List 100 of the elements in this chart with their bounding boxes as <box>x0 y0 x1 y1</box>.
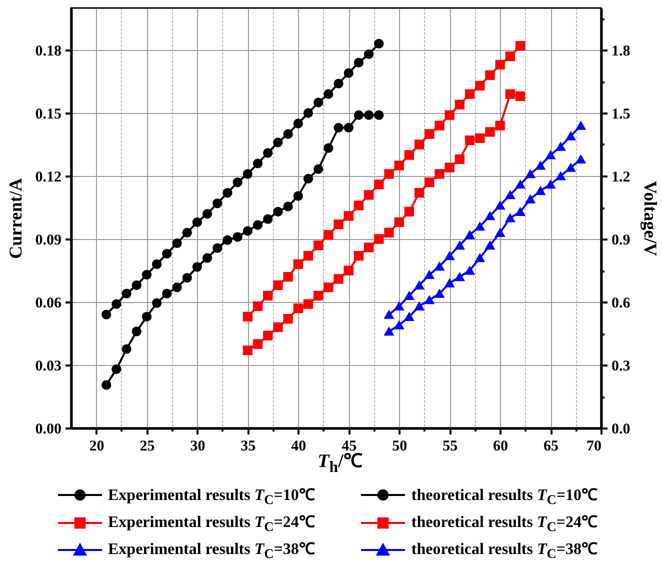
point <box>495 201 505 210</box>
y2-tick-label: 1.5 <box>612 106 630 122</box>
point <box>354 250 364 261</box>
point <box>303 299 314 309</box>
point <box>314 164 324 174</box>
y-tick-label: 0.00 <box>35 422 62 438</box>
point <box>283 129 293 139</box>
point <box>384 327 394 336</box>
point <box>526 194 536 204</box>
point <box>464 89 475 99</box>
point <box>132 280 142 290</box>
point <box>536 161 546 170</box>
point <box>374 110 384 120</box>
x-tick-label: 55 <box>442 438 458 454</box>
point <box>374 234 384 244</box>
point <box>354 110 364 120</box>
point <box>152 259 162 270</box>
point <box>142 312 152 322</box>
point <box>273 138 283 148</box>
point <box>303 250 314 261</box>
point <box>364 49 374 60</box>
point <box>324 282 334 292</box>
point <box>404 312 414 321</box>
point <box>404 150 414 160</box>
point <box>263 214 273 224</box>
point <box>314 98 324 108</box>
point <box>293 191 303 201</box>
x-tick-label: 35 <box>240 438 256 454</box>
point <box>485 70 495 80</box>
point <box>546 150 556 160</box>
point <box>424 177 434 188</box>
legend-label: Experimental results T$_{C}$=10℃ <box>108 486 315 508</box>
point <box>242 312 252 322</box>
point <box>122 344 132 354</box>
point <box>132 326 142 336</box>
point <box>475 254 485 262</box>
point <box>324 89 334 99</box>
point <box>495 60 505 70</box>
point <box>222 235 232 245</box>
point <box>273 322 283 332</box>
y-tick-label: 0.09 <box>35 232 62 248</box>
x-tick-label: 60 <box>493 438 508 454</box>
point <box>505 190 515 200</box>
point <box>434 169 444 179</box>
point <box>394 160 404 170</box>
point <box>112 364 122 374</box>
point <box>495 228 505 237</box>
point <box>444 110 454 120</box>
point <box>344 122 354 133</box>
point <box>263 148 273 158</box>
point <box>242 169 252 179</box>
point <box>303 174 314 184</box>
point <box>394 320 404 330</box>
point <box>515 91 526 102</box>
point <box>414 188 424 198</box>
point <box>273 206 283 217</box>
point <box>344 68 354 78</box>
legend-label: Experimental results T$_{C}$=24℃ <box>108 512 315 536</box>
point <box>202 208 212 219</box>
point <box>394 302 404 310</box>
point <box>394 217 404 228</box>
legend-label: theoretical results T$_{C}$=38℃ <box>411 540 598 562</box>
point <box>495 120 505 130</box>
y2-tick-label: 0.6 <box>612 296 631 312</box>
point <box>172 282 182 292</box>
point <box>192 217 202 228</box>
point <box>283 202 293 212</box>
point <box>576 154 586 164</box>
x-tick-label: 20 <box>89 438 104 454</box>
point <box>515 207 526 216</box>
point <box>404 206 414 217</box>
x-tick-label: 25 <box>140 438 155 454</box>
point <box>314 290 324 301</box>
point <box>162 288 172 298</box>
point <box>102 310 112 320</box>
point <box>232 177 242 188</box>
point <box>252 339 263 349</box>
y-tick-label: 0.12 <box>35 170 62 186</box>
point <box>252 220 263 230</box>
point <box>263 290 273 301</box>
point <box>283 272 293 282</box>
point <box>384 169 394 179</box>
point <box>374 38 384 49</box>
point <box>303 108 314 118</box>
point <box>485 127 495 137</box>
point <box>152 298 162 308</box>
y2-tick-label: 1.2 <box>612 170 630 186</box>
point <box>324 230 334 240</box>
y-tick-label: 0.15 <box>35 106 62 122</box>
point <box>142 270 152 280</box>
point <box>454 154 464 164</box>
point <box>112 299 122 309</box>
point <box>454 100 464 110</box>
point <box>444 252 454 260</box>
point <box>556 142 566 151</box>
legend-label: theoretical results T$_{C}$=10℃ <box>411 486 598 508</box>
y-axis-title: Current/A <box>5 178 26 259</box>
point <box>314 240 324 250</box>
point <box>344 211 354 221</box>
point <box>485 212 495 220</box>
